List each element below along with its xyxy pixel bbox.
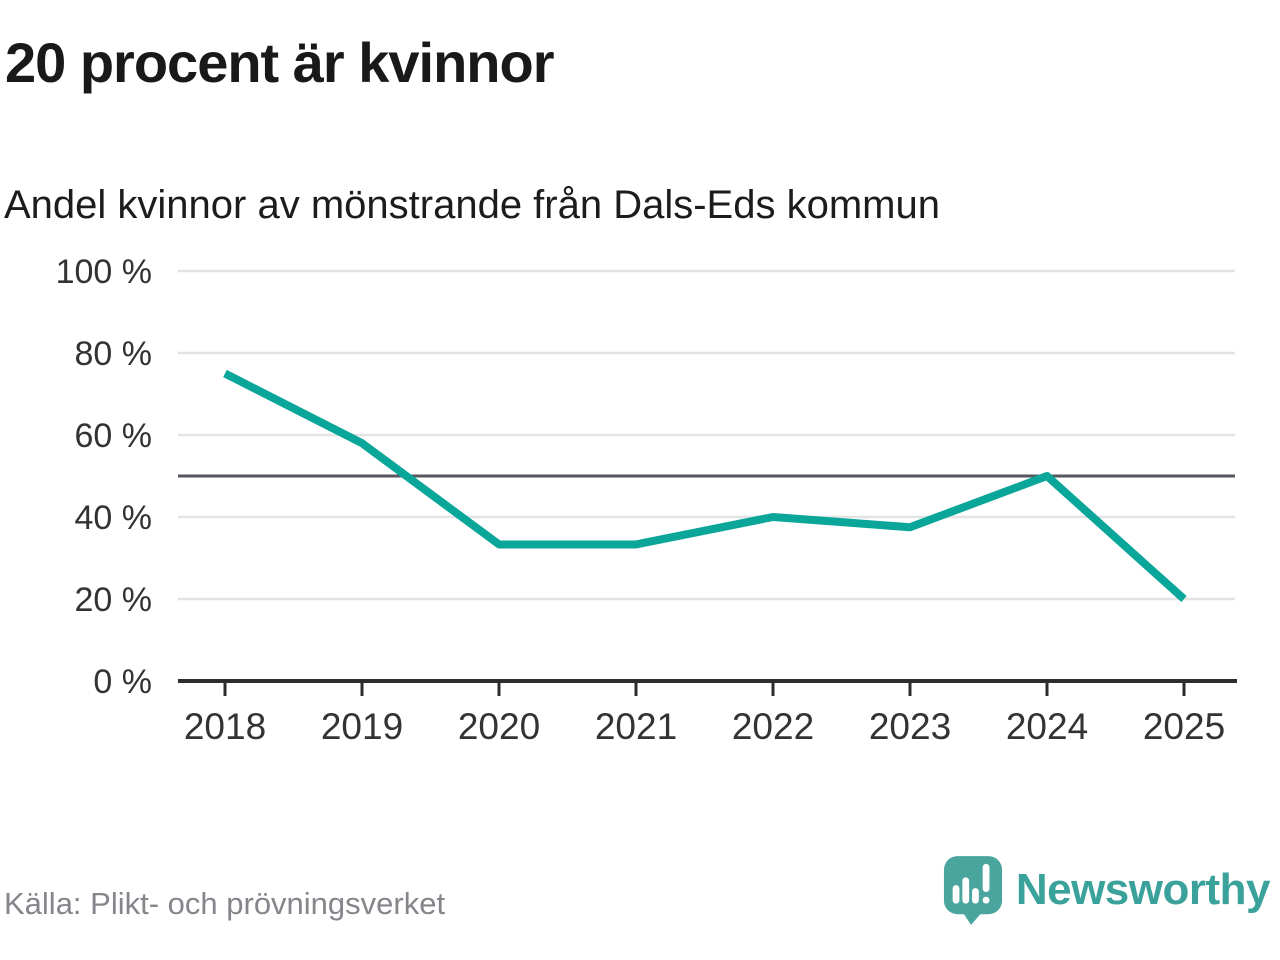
- logo-bar-3: [971, 888, 979, 904]
- x-tick-label: 2024: [1006, 706, 1088, 747]
- x-tick-label: 2018: [184, 706, 266, 747]
- data-line-andel-kvinnor: [223, 369, 1187, 602]
- newsworthy-logo-icon: [943, 856, 1002, 925]
- logo-bar-2: [962, 877, 969, 904]
- line-chart-plot: 0 % 20 % 40 % 60 % 80 % 100 % 2018 2019 2020 2021…: [56, 253, 1237, 747]
- x-tick-label: 2019: [321, 706, 403, 747]
- logo-exclamation-bar: [982, 863, 990, 892]
- logo-bubble: [943, 856, 1002, 915]
- y-tick-label: 0 %: [93, 663, 152, 701]
- newsworthy-wordmark: Newsworthy: [1015, 865, 1271, 914]
- x-tick-label: 2021: [595, 706, 677, 747]
- y-tick-label: 40 %: [75, 499, 153, 537]
- y-tick-label: 100 %: [56, 253, 152, 291]
- logo-bar-1: [952, 885, 960, 904]
- y-tick-label: 80 %: [75, 335, 153, 373]
- y-tick-label: 20 %: [75, 581, 153, 619]
- x-tick-label: 2023: [869, 706, 951, 747]
- y-tick-label: 60 %: [75, 417, 153, 455]
- logo-bubble-tail: [961, 910, 984, 925]
- chart-subtitle: Andel kvinnor av mönstrande från Dals-Ed…: [4, 183, 940, 227]
- newsworthy-logo: Newsworthy: [942, 854, 1271, 926]
- x-tick-label: 2022: [732, 706, 814, 747]
- x-tick-label: 2025: [1143, 706, 1225, 747]
- chart-title: 20 procent är kvinnor: [5, 31, 555, 94]
- logo-exclamation-dot: [982, 896, 990, 904]
- source-note: Källa: Plikt- och prövningsverket: [4, 886, 446, 921]
- x-tick-label: 2020: [458, 706, 540, 747]
